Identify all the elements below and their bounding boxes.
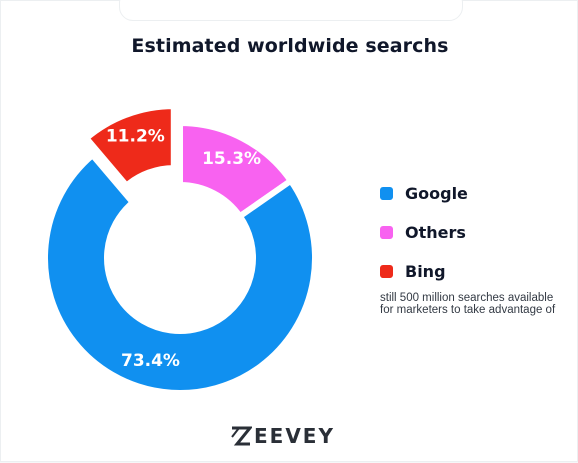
card-top-tab: [119, 0, 463, 21]
slice-labels: 15.3% 73.4% 11.2%: [106, 127, 261, 371]
legend-label-bing: Bing: [405, 261, 446, 281]
zeevey-mark-icon: [231, 426, 252, 446]
donut-slices: [42, 103, 318, 396]
legend-item-bing: Bing: [380, 261, 570, 281]
legend-label-google: Google: [405, 183, 468, 203]
brand-logo-text: EEVEY: [254, 424, 335, 448]
legend-item-google: Google: [380, 183, 570, 203]
slice-label-others: 15.3%: [202, 149, 261, 169]
legend-item-others: Others: [380, 222, 570, 242]
legend-note: still 500 million searches available for…: [380, 292, 556, 316]
chart-legend: Google Others Bing: [380, 183, 570, 300]
slice-google: [42, 150, 318, 396]
legend-label-others: Others: [405, 222, 466, 242]
slice-bing: [82, 103, 177, 190]
chart-title: Estimated worldwide searchs: [131, 35, 449, 57]
legend-swatch-others: [380, 225, 393, 239]
brand-logo: EEVEY: [230, 424, 352, 448]
legend-swatch-bing: [380, 264, 393, 278]
legend-swatch-google: [380, 186, 393, 200]
slice-label-bing: 11.2%: [106, 127, 165, 147]
slice-label-google: 73.4%: [121, 351, 180, 371]
